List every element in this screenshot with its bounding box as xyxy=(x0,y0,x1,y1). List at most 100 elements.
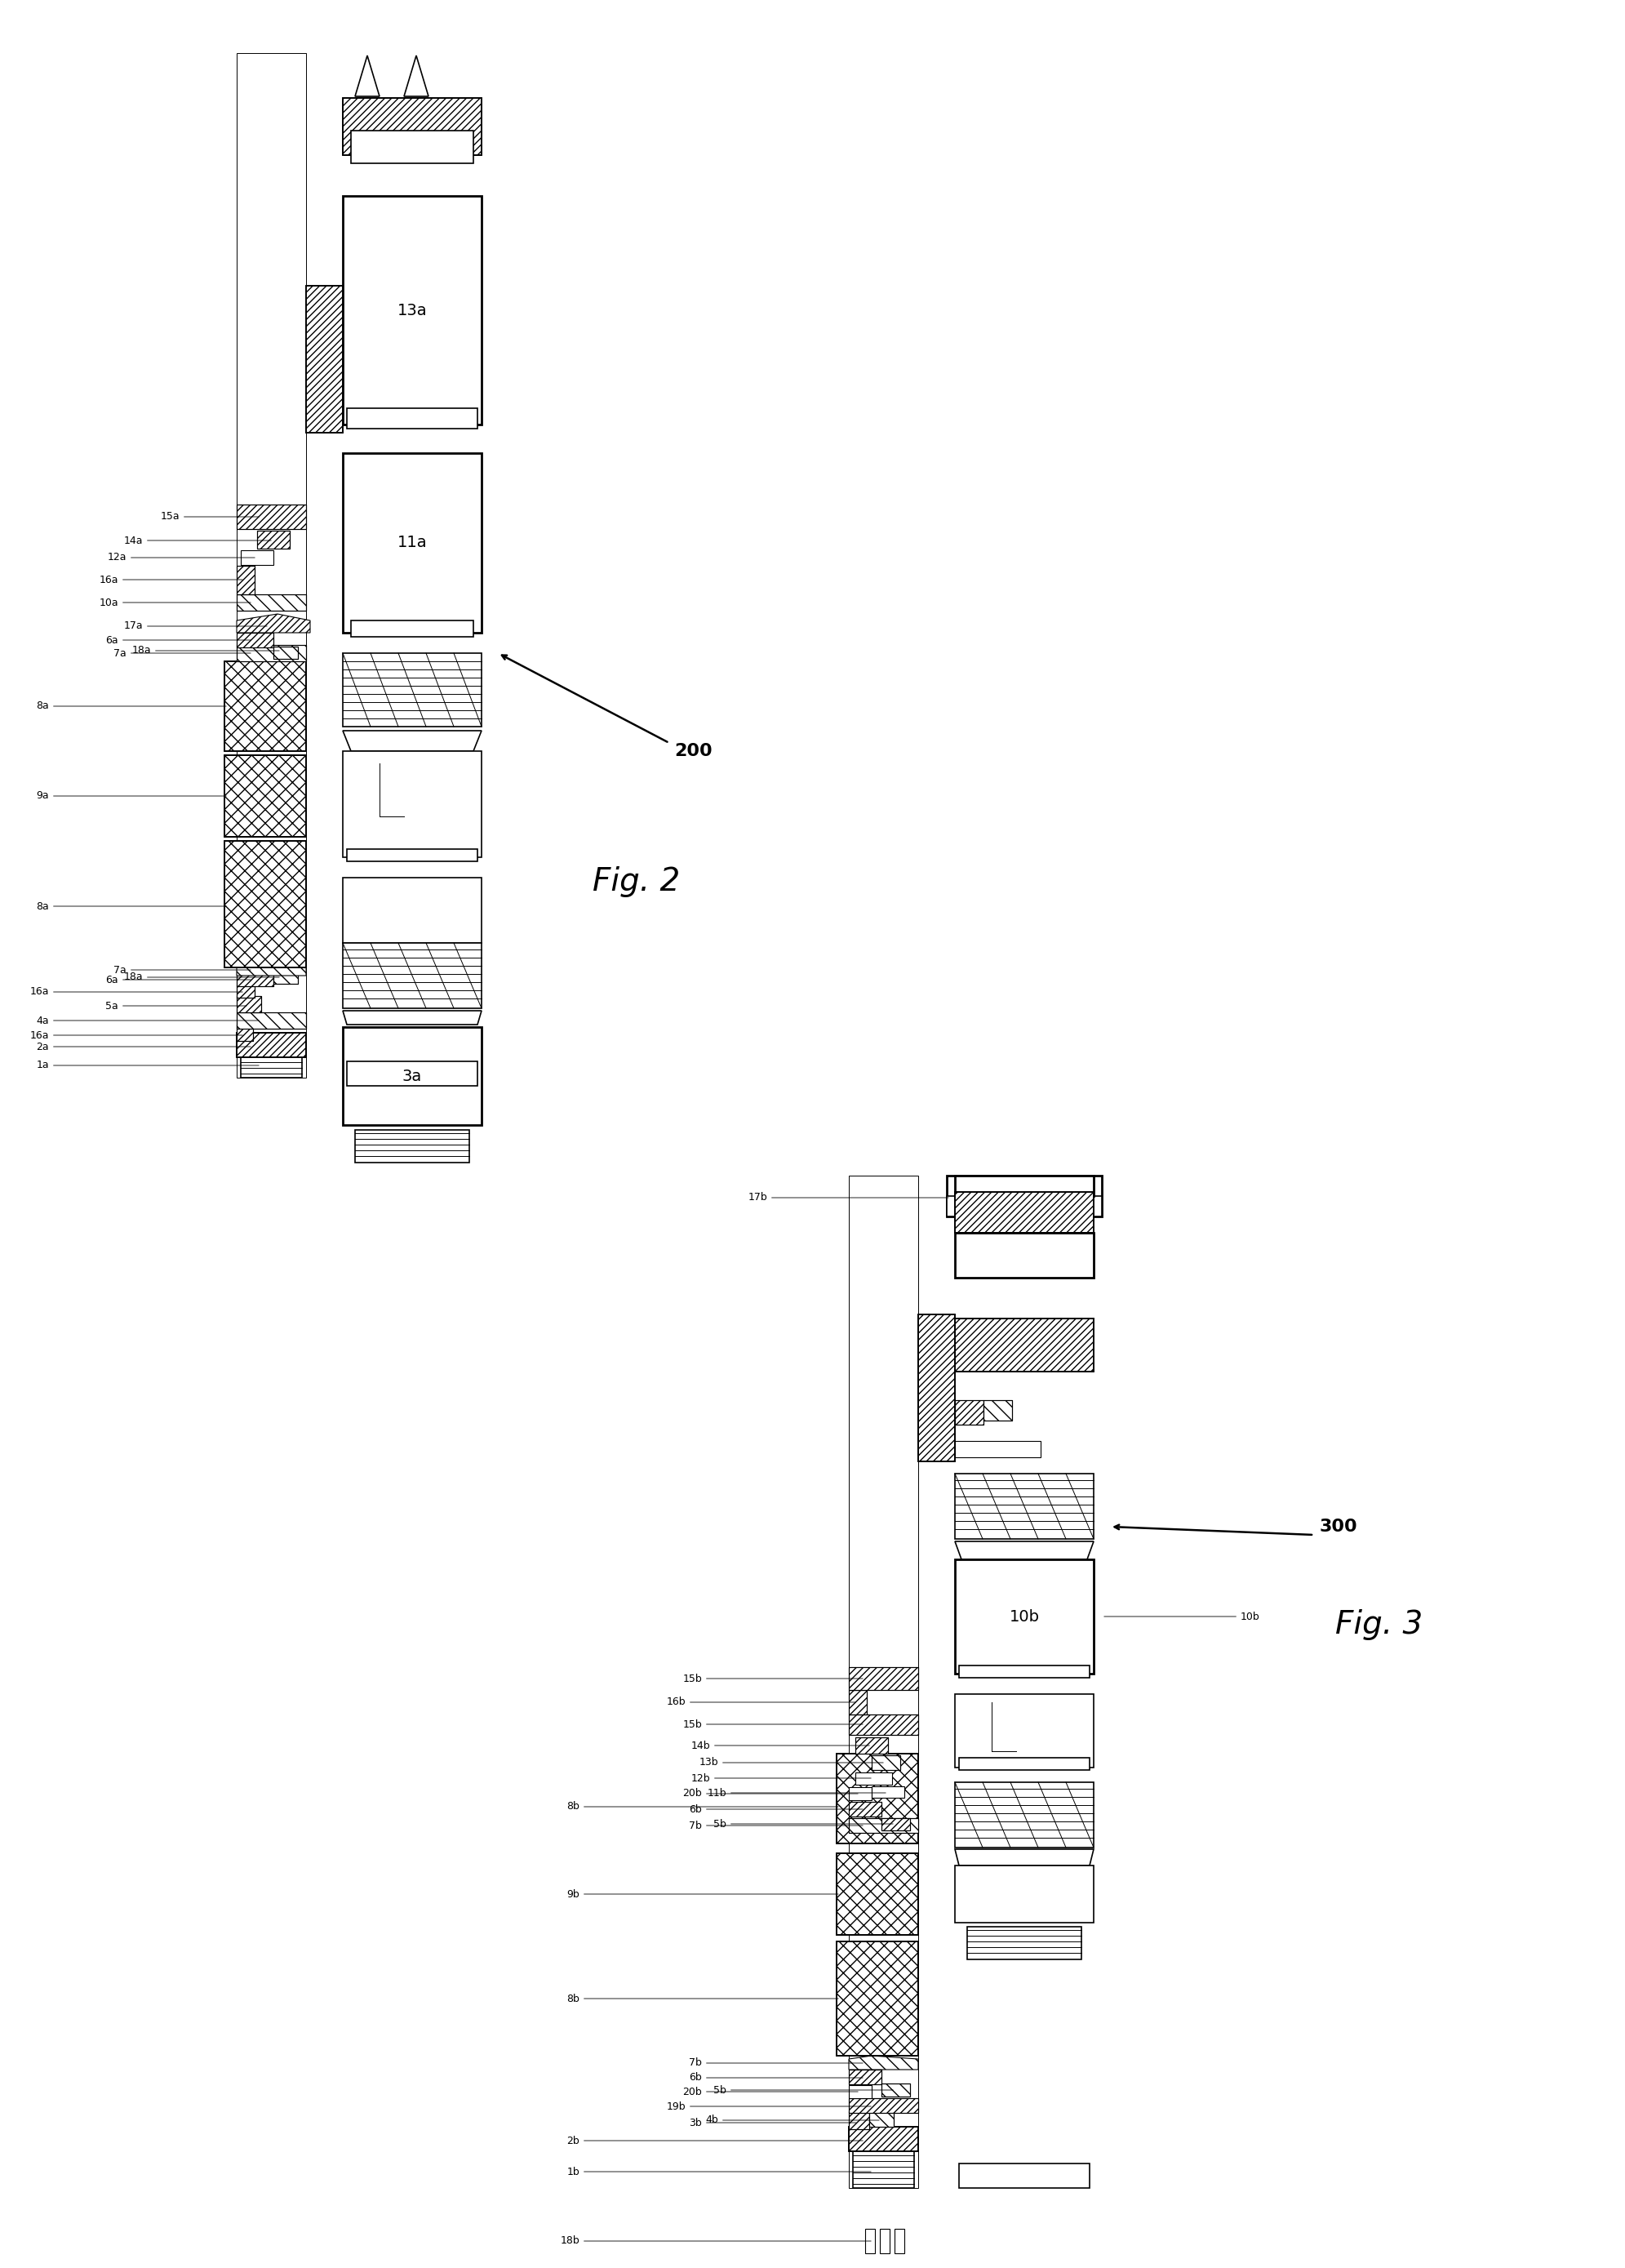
Bar xyxy=(848,1715,918,1735)
Bar xyxy=(346,1061,478,1086)
Text: 18b: 18b xyxy=(561,2236,871,2245)
Bar xyxy=(237,971,273,987)
Bar xyxy=(237,594,306,610)
Bar xyxy=(848,1715,918,1735)
Bar xyxy=(224,662,306,751)
Bar xyxy=(871,1755,900,1769)
Bar xyxy=(853,2143,915,2189)
Bar xyxy=(864,2229,874,2254)
Bar xyxy=(241,551,273,565)
Bar xyxy=(848,1801,881,1817)
Text: 11b: 11b xyxy=(707,1787,886,1799)
Bar xyxy=(237,1032,306,1057)
Polygon shape xyxy=(343,1012,481,1025)
Bar xyxy=(241,1036,302,1077)
Text: 8b: 8b xyxy=(567,1994,838,2005)
Bar xyxy=(869,2112,894,2127)
Bar xyxy=(237,1032,306,1057)
Bar xyxy=(848,2098,918,2114)
Bar xyxy=(343,943,481,1009)
Bar xyxy=(837,1853,918,1935)
Bar xyxy=(237,996,262,1012)
Bar xyxy=(871,1787,905,1799)
Polygon shape xyxy=(1073,1195,1102,1216)
Bar xyxy=(257,531,289,549)
Text: 18a: 18a xyxy=(124,973,280,982)
Polygon shape xyxy=(343,730,481,751)
Bar xyxy=(848,2112,869,2130)
Bar xyxy=(837,1941,918,2055)
Bar xyxy=(848,1667,918,1690)
Text: 4a: 4a xyxy=(36,1016,258,1025)
Bar xyxy=(306,286,343,433)
Bar xyxy=(855,1737,887,1753)
Text: 3a: 3a xyxy=(403,1068,422,1084)
Text: 15b: 15b xyxy=(682,1719,863,1730)
Text: 18a: 18a xyxy=(132,646,280,655)
Text: 5b: 5b xyxy=(713,1819,894,1830)
Bar xyxy=(848,2084,871,2098)
Text: 6a: 6a xyxy=(106,975,250,984)
Polygon shape xyxy=(237,964,306,975)
Bar xyxy=(848,1690,866,1715)
Text: 7a: 7a xyxy=(114,649,250,658)
Bar xyxy=(848,2071,881,2084)
Polygon shape xyxy=(955,1848,1094,1867)
Bar xyxy=(237,1012,306,1030)
Text: 2a: 2a xyxy=(36,1041,250,1052)
Bar xyxy=(837,1941,918,2055)
Bar xyxy=(869,2112,894,2127)
Bar xyxy=(343,751,481,857)
Text: 11a: 11a xyxy=(396,535,427,551)
Bar xyxy=(848,1801,881,1817)
Text: 1a: 1a xyxy=(36,1059,258,1070)
Bar xyxy=(351,132,473,163)
Text: 7b: 7b xyxy=(689,2057,863,2068)
Bar xyxy=(257,531,289,549)
Bar xyxy=(343,454,481,633)
Bar xyxy=(881,1819,910,1830)
Bar xyxy=(848,2098,918,2114)
Text: 7b: 7b xyxy=(689,1821,863,1830)
Bar xyxy=(837,1753,918,1844)
Text: 6b: 6b xyxy=(689,1803,863,1814)
Bar xyxy=(346,408,478,429)
Bar xyxy=(237,644,306,662)
Text: 300: 300 xyxy=(1320,1520,1357,1535)
Bar xyxy=(983,1399,1012,1420)
Bar xyxy=(237,996,262,1012)
Bar xyxy=(848,1175,918,2189)
Bar xyxy=(237,971,273,987)
Bar xyxy=(351,621,473,637)
Text: 8a: 8a xyxy=(36,701,226,712)
Bar xyxy=(273,971,297,984)
Text: 4b: 4b xyxy=(705,2116,879,2125)
Polygon shape xyxy=(848,2055,918,2071)
Text: 6a: 6a xyxy=(106,635,250,646)
Bar xyxy=(837,1753,918,1844)
Bar xyxy=(237,503,306,528)
Text: 3b: 3b xyxy=(689,2118,856,2127)
Text: 13b: 13b xyxy=(699,1758,884,1769)
Bar xyxy=(343,98,481,154)
Bar xyxy=(881,2084,910,2096)
Text: 13a: 13a xyxy=(396,302,427,318)
Bar xyxy=(237,633,273,646)
Bar xyxy=(881,2084,910,2096)
Bar xyxy=(273,971,297,984)
Bar xyxy=(848,2112,869,2130)
Bar xyxy=(343,1027,481,1125)
Text: 12a: 12a xyxy=(107,553,255,562)
Text: 5b: 5b xyxy=(713,2084,894,2096)
Text: 20b: 20b xyxy=(682,2087,858,2098)
Bar xyxy=(955,1694,1094,1767)
Text: 16a: 16a xyxy=(99,574,242,585)
Bar xyxy=(848,2127,918,2152)
Bar xyxy=(955,1318,1094,1372)
Bar xyxy=(848,1690,866,1715)
Polygon shape xyxy=(947,1195,975,1216)
Text: 15b: 15b xyxy=(682,1674,863,1683)
Bar xyxy=(848,2127,918,2152)
Bar xyxy=(947,1175,1102,1216)
Bar xyxy=(354,1129,470,1163)
